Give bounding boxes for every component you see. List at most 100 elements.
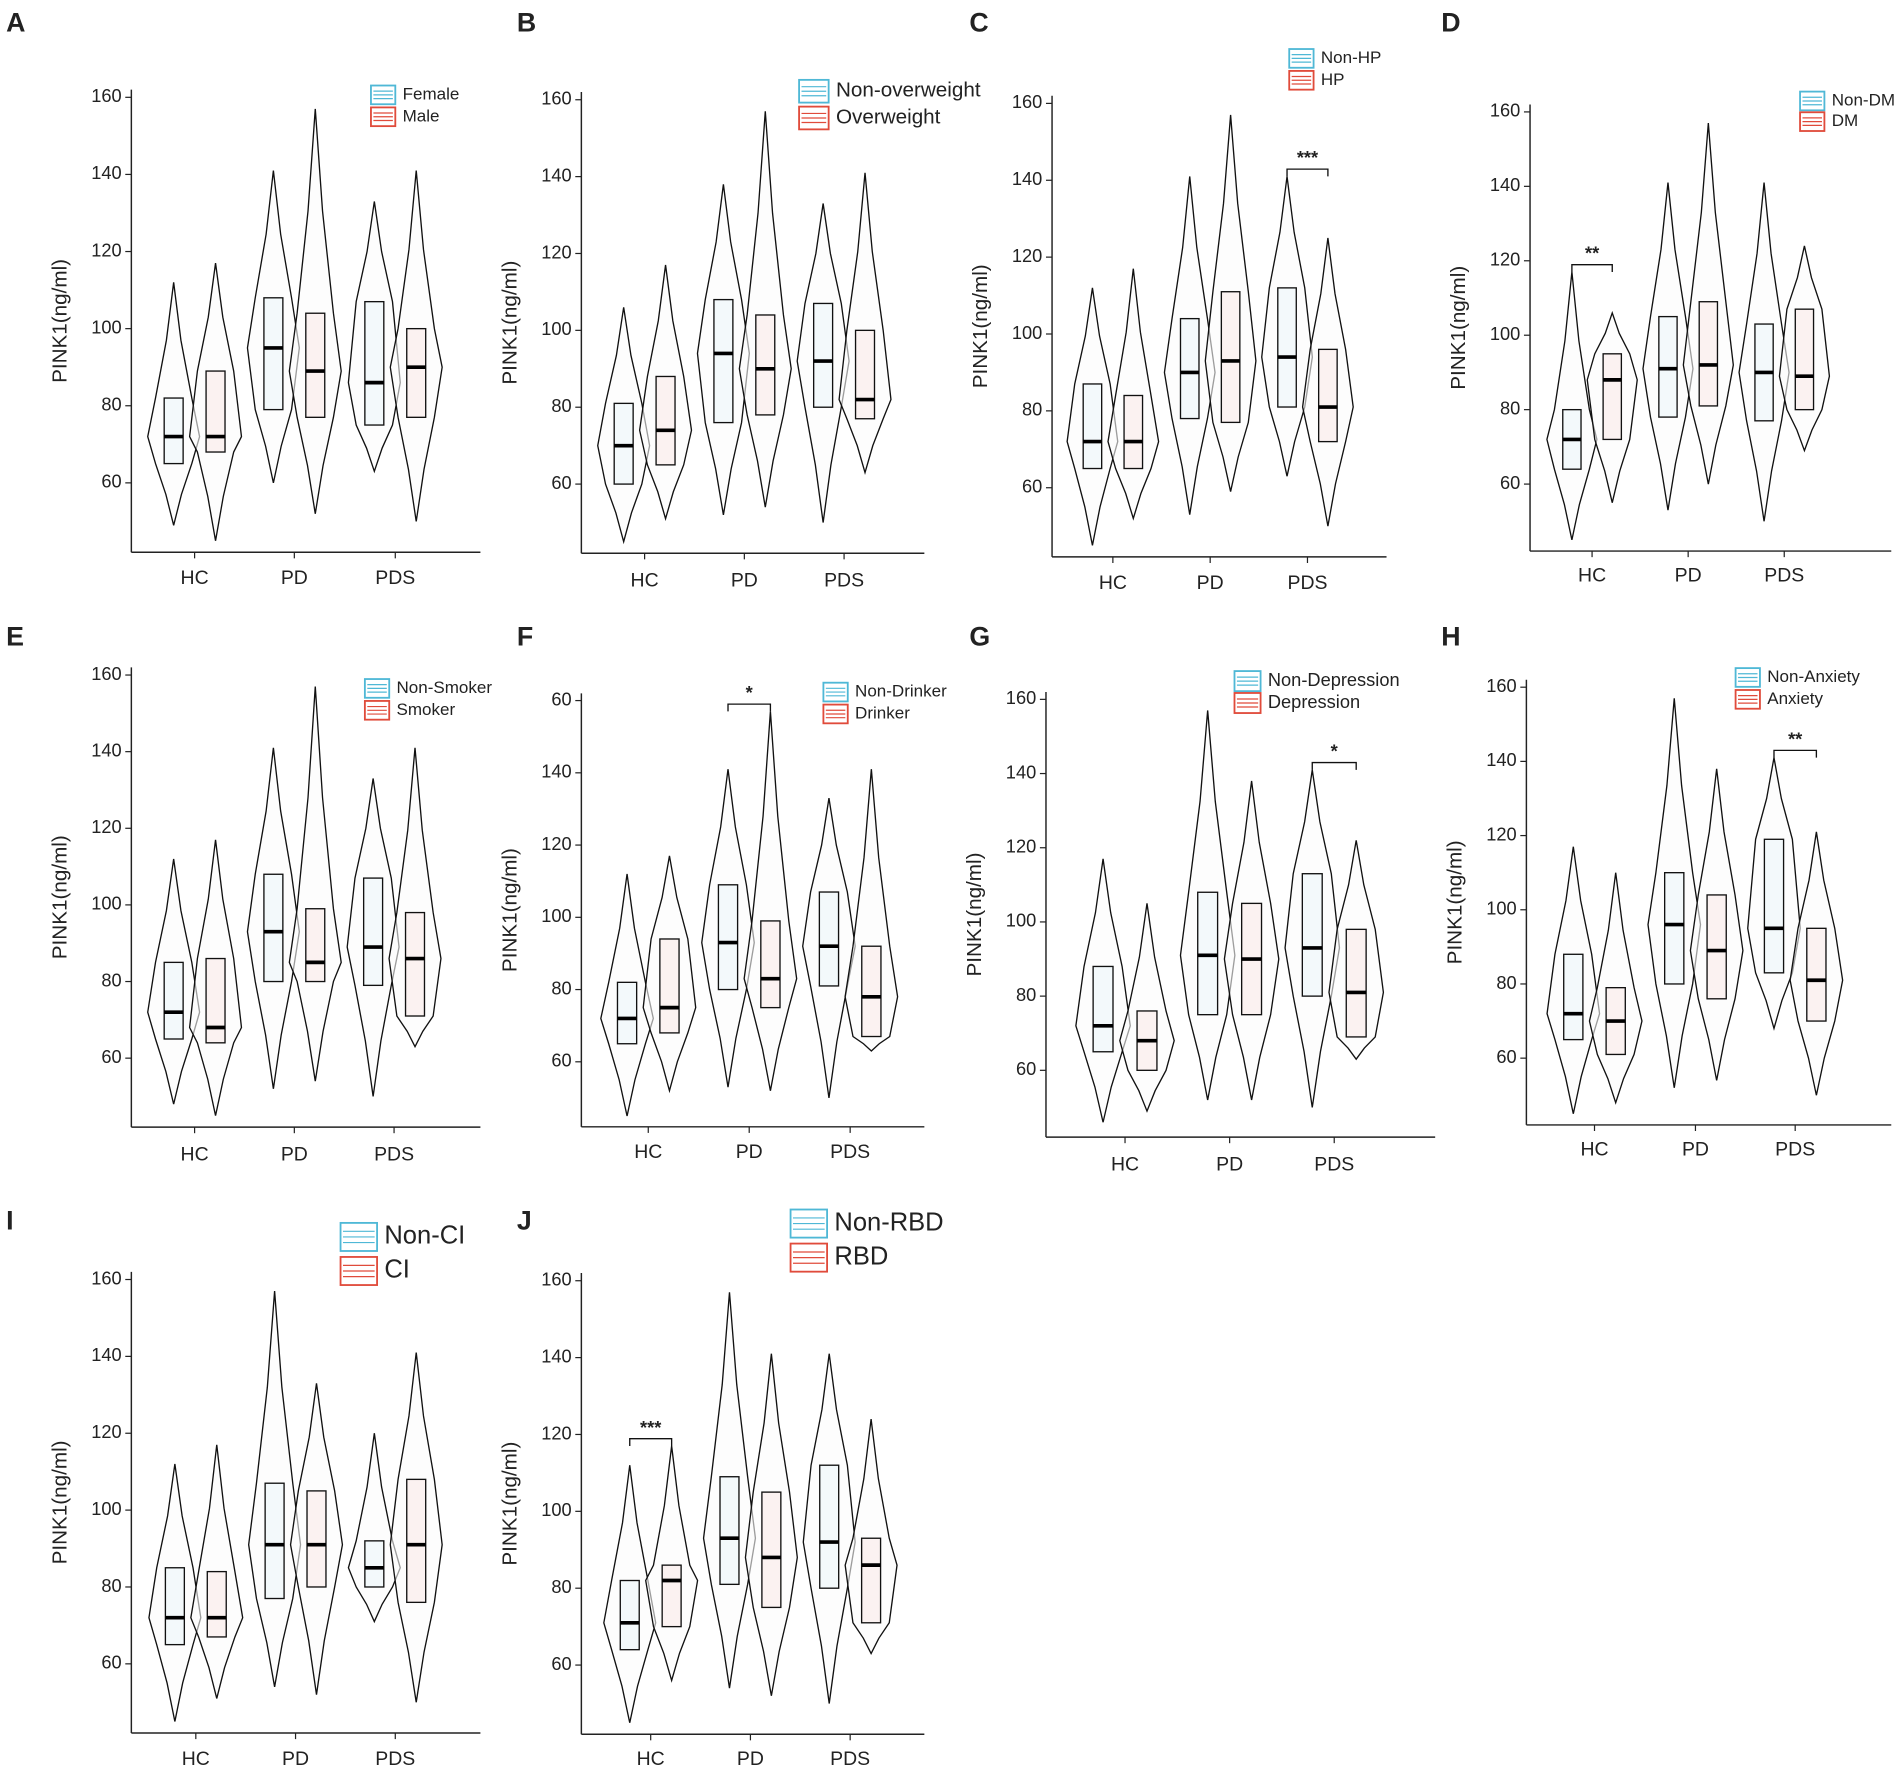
- y-tick-label: 60: [551, 472, 571, 493]
- y-tick-label: 120: [1012, 245, 1042, 266]
- box: [404, 911, 426, 1017]
- legend-swatch: [798, 78, 830, 104]
- box: [613, 402, 634, 485]
- x-tick-label: PDS: [1775, 1139, 1815, 1161]
- violin: [147, 858, 201, 1105]
- x-tick-label: PDS: [375, 1748, 415, 1770]
- y-axis-label: PINK1(ng/ml): [48, 835, 71, 959]
- y-tick-label: 120: [91, 816, 121, 837]
- legend-label: Non-Depression: [1268, 669, 1400, 690]
- y-tick-label: 100: [541, 1499, 571, 1520]
- y-tick-label: 80: [101, 969, 121, 990]
- box: [263, 873, 284, 983]
- box: [1706, 894, 1727, 1000]
- y-tick-label: 160: [541, 88, 571, 109]
- box: [362, 877, 384, 987]
- legend-label: Non-Smoker: [397, 678, 493, 697]
- violin: [346, 778, 400, 1097]
- box: [1220, 291, 1241, 424]
- box: [1663, 872, 1685, 985]
- legend-label: Non-Drinker: [855, 682, 947, 701]
- violin: [1682, 123, 1734, 485]
- panel: B 60 80 100 120 140 160 PINK1(ng/ml) HC PD PDS Non-…: [498, 7, 981, 591]
- legend-label: DM: [1832, 111, 1858, 130]
- x-tick-label: HC: [1578, 565, 1606, 587]
- box: [1658, 315, 1678, 418]
- box: [1317, 348, 1338, 443]
- y-tick-label: 60: [551, 688, 571, 709]
- significance-bracket: [1311, 761, 1357, 770]
- y-tick-label: 140: [1486, 749, 1516, 770]
- violin: [389, 1352, 443, 1703]
- violin: [642, 855, 697, 1094]
- box: [1123, 394, 1144, 470]
- significance-label: ***: [1297, 147, 1319, 168]
- x-tick-label: PD: [1675, 565, 1702, 587]
- y-tick-label: 60: [101, 1046, 121, 1067]
- violin: [288, 108, 342, 514]
- legend-swatch: [1734, 689, 1761, 710]
- box: [812, 302, 834, 408]
- box: [860, 1537, 882, 1624]
- legend-swatch: [822, 703, 849, 725]
- legend-swatch: [339, 1221, 378, 1252]
- x-tick-label: PD: [282, 1748, 309, 1770]
- violin: [188, 263, 243, 541]
- y-tick-label: 60: [1016, 1058, 1036, 1079]
- box: [163, 961, 184, 1040]
- x-tick-label: PD: [737, 1748, 764, 1770]
- y-tick-label: 140: [1006, 761, 1036, 782]
- violin: [1119, 903, 1175, 1113]
- violin: [744, 1353, 798, 1696]
- box: [1092, 965, 1114, 1053]
- x-tick-label: HC: [181, 1144, 209, 1166]
- y-tick-label: 80: [1500, 397, 1520, 418]
- significance-label: **: [1788, 728, 1803, 749]
- legend-label: Non-CI: [384, 1222, 465, 1250]
- legend-swatch: [1734, 667, 1761, 688]
- box: [164, 1567, 186, 1646]
- legend-swatch: [1799, 111, 1826, 132]
- y-axis-label: PINK1(ng/ml): [963, 853, 986, 977]
- panel: J 60 80 100 120 140 160 PINK1(ng/ml) HC PD PDS Non-…: [498, 1205, 943, 1770]
- box: [364, 300, 385, 426]
- y-axis-label: PINK1(ng/ml): [498, 261, 521, 385]
- y-axis-label: PINK1(ng/ml): [48, 1440, 71, 1564]
- panel-label: A: [6, 7, 25, 37]
- box: [717, 884, 739, 991]
- x-tick-label: HC: [182, 1748, 210, 1770]
- box: [1179, 317, 1200, 420]
- legend-swatch: [363, 700, 391, 721]
- violin: [1546, 846, 1601, 1114]
- violin: [1301, 237, 1354, 527]
- panel-label: F: [517, 622, 533, 652]
- x-tick-label: PD: [281, 1144, 308, 1166]
- violin: [1066, 287, 1119, 546]
- legend-label: Drinker: [855, 703, 910, 722]
- box: [861, 945, 882, 1038]
- y-tick-label: 140: [541, 761, 571, 782]
- violin: [246, 170, 300, 484]
- panel-label: J: [517, 1205, 532, 1235]
- y-tick-label: 120: [1006, 836, 1036, 857]
- legend-label: CI: [384, 1256, 410, 1284]
- x-tick-label: PDS: [1314, 1153, 1354, 1175]
- y-tick-label: 120: [1490, 249, 1520, 270]
- legend-swatch: [789, 1208, 828, 1239]
- violin: [802, 1353, 856, 1704]
- violin: [1778, 245, 1831, 453]
- violin: [246, 747, 300, 1089]
- violin: [796, 203, 850, 523]
- y-tick-label: 160: [541, 1269, 571, 1290]
- y-tick-label: 160: [91, 85, 121, 106]
- box: [616, 981, 638, 1045]
- panel-label: B: [517, 7, 536, 37]
- violin: [844, 1419, 898, 1656]
- box: [1806, 927, 1827, 1022]
- legend-label: Smoker: [397, 700, 456, 719]
- box: [205, 957, 226, 1044]
- y-tick-label: 160: [1006, 687, 1036, 708]
- x-tick-label: PD: [281, 567, 308, 589]
- box: [760, 920, 781, 1009]
- y-tick-label: 80: [1016, 984, 1036, 1005]
